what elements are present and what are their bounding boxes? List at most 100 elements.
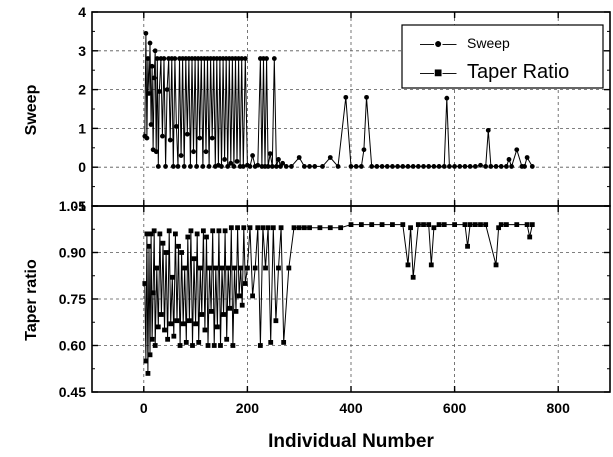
sweep-data-point xyxy=(296,155,302,160)
taper-ratio-data-point xyxy=(165,336,171,342)
taper-ratio-data-point xyxy=(214,324,220,330)
taper-ratio-data-point xyxy=(205,343,211,348)
taper-ratio-data-point xyxy=(222,228,228,234)
sweep-data-point xyxy=(178,153,184,158)
taper-ratio-axis-ticks: 0.45 0.60 0.75 0.90 1.05 0 200 400 600 800 xyxy=(59,198,610,416)
taper-ratio-data-point xyxy=(221,312,226,317)
taper-ratio-data-point xyxy=(338,225,344,231)
sweep-data-point xyxy=(163,164,168,169)
taper-ratio-data-point xyxy=(188,228,194,234)
y-tick-label: 0.75 xyxy=(59,291,86,307)
sweep-data-point xyxy=(447,164,452,169)
sweep-data-point xyxy=(250,153,255,158)
sweep-data-point xyxy=(426,164,432,169)
sweep-data-point xyxy=(209,135,215,141)
sweep-data-point xyxy=(506,157,512,162)
sweep-data-point xyxy=(239,56,245,61)
taper-ratio-data-point xyxy=(155,324,161,330)
sweep-data-point xyxy=(493,164,499,169)
taper-ratio-data-point xyxy=(183,340,189,345)
taper-ratio-data-point xyxy=(224,336,230,342)
taper-ratio-data-point xyxy=(176,243,181,249)
taper-ratio-data-point xyxy=(260,225,266,231)
sweep-data-point xyxy=(441,164,447,169)
taper-ratio-data-point xyxy=(232,265,237,271)
sweep-data-point xyxy=(307,164,312,169)
taper-ratio-data-point xyxy=(400,222,406,227)
sweep-data-point xyxy=(267,151,273,157)
taper-ratio-data-point xyxy=(152,343,158,348)
sweep-data-point xyxy=(143,30,149,36)
sweep-data-point xyxy=(271,56,277,61)
x-tick-label: 0 xyxy=(140,400,148,416)
sweep-data-point xyxy=(361,147,367,153)
taper-ratio-data-point xyxy=(467,222,473,227)
x-tick-label: 400 xyxy=(339,400,363,416)
taper-ratio-data-point xyxy=(193,321,198,327)
taper-ratio-data-point xyxy=(276,265,281,271)
taper-ratio-data-point xyxy=(227,305,233,311)
taper-ratio-data-point xyxy=(268,340,274,345)
taper-ratio-data-point xyxy=(504,222,509,227)
taper-ratio-data-point xyxy=(191,256,197,262)
taper-ratio-data-point xyxy=(483,222,489,227)
x-tick-label: 600 xyxy=(443,400,467,416)
y-tick-label: -1 xyxy=(74,198,87,214)
taper-ratio-data-point xyxy=(273,318,279,324)
sweep-data-point xyxy=(478,162,483,168)
sweep-data-point xyxy=(384,164,390,169)
taper-ratio-data-point xyxy=(529,222,535,227)
x-axis-title: Individual Number xyxy=(268,431,434,452)
sweep-data-point xyxy=(247,164,253,169)
sweep-data-point xyxy=(231,164,237,169)
sweep-data-point xyxy=(188,164,193,169)
sweep-data-point xyxy=(348,164,354,169)
taper-ratio-data-point xyxy=(180,321,186,327)
taper-ratio-data-point xyxy=(263,265,268,271)
sweep-data-point xyxy=(156,89,162,94)
taper-ratio-data-point xyxy=(142,281,148,286)
taper-ratio-data-point xyxy=(245,265,250,271)
taper-ratio-data-point xyxy=(281,340,287,345)
sweep-data-point xyxy=(452,164,457,169)
sweep-data-point xyxy=(369,164,375,169)
sweep-data-point xyxy=(274,164,279,169)
sweep-data-point xyxy=(155,164,161,169)
sweep-data-point xyxy=(379,164,385,169)
sweep-data-point xyxy=(301,164,307,169)
taper-ratio-data-point xyxy=(239,302,245,308)
sweep-data-point xyxy=(280,160,286,166)
y-tick-label: 3 xyxy=(78,43,86,59)
legend-box xyxy=(401,24,604,89)
sweep-data-point xyxy=(514,147,520,153)
taper-ratio-data-point xyxy=(348,222,354,227)
sweep-data-point xyxy=(522,164,527,169)
taper-ratio-data-point xyxy=(225,265,231,271)
taper-ratio-data-point xyxy=(242,281,248,286)
taper-ratio-data-point xyxy=(462,222,468,227)
taper-ratio-data-point xyxy=(143,358,149,364)
taper-ratio-data-point xyxy=(159,312,164,317)
taper-ratio-data-point xyxy=(465,243,470,249)
taper-ratio-data-point xyxy=(154,265,160,271)
taper-ratio-data-point xyxy=(238,265,244,271)
taper-ratio-data-point xyxy=(182,265,188,271)
sweep-data-point xyxy=(529,164,535,169)
taper-ratio-data-point xyxy=(200,228,206,234)
taper-ratio-data-point xyxy=(247,225,253,231)
taper-ratio-data-point xyxy=(441,222,447,227)
taper-ratio-data-point xyxy=(211,343,217,348)
sweep-data-point xyxy=(436,164,442,169)
taper-ratio-data-point xyxy=(148,231,154,237)
sweep-data-point xyxy=(335,164,341,169)
taper-ratio-data-point xyxy=(202,327,208,333)
taper-ratio-data-point xyxy=(151,228,157,234)
sweep-data-point xyxy=(234,158,240,164)
taper-ratio-data-point xyxy=(190,343,195,348)
y-tick-label: 0.45 xyxy=(59,384,86,400)
taper-ratio-data-point xyxy=(408,225,413,231)
taper-ratio-data-point xyxy=(527,234,533,240)
sweep-data-point xyxy=(374,164,380,169)
sweep-data-point xyxy=(147,40,153,46)
taper-ratio-data-point xyxy=(208,309,214,314)
